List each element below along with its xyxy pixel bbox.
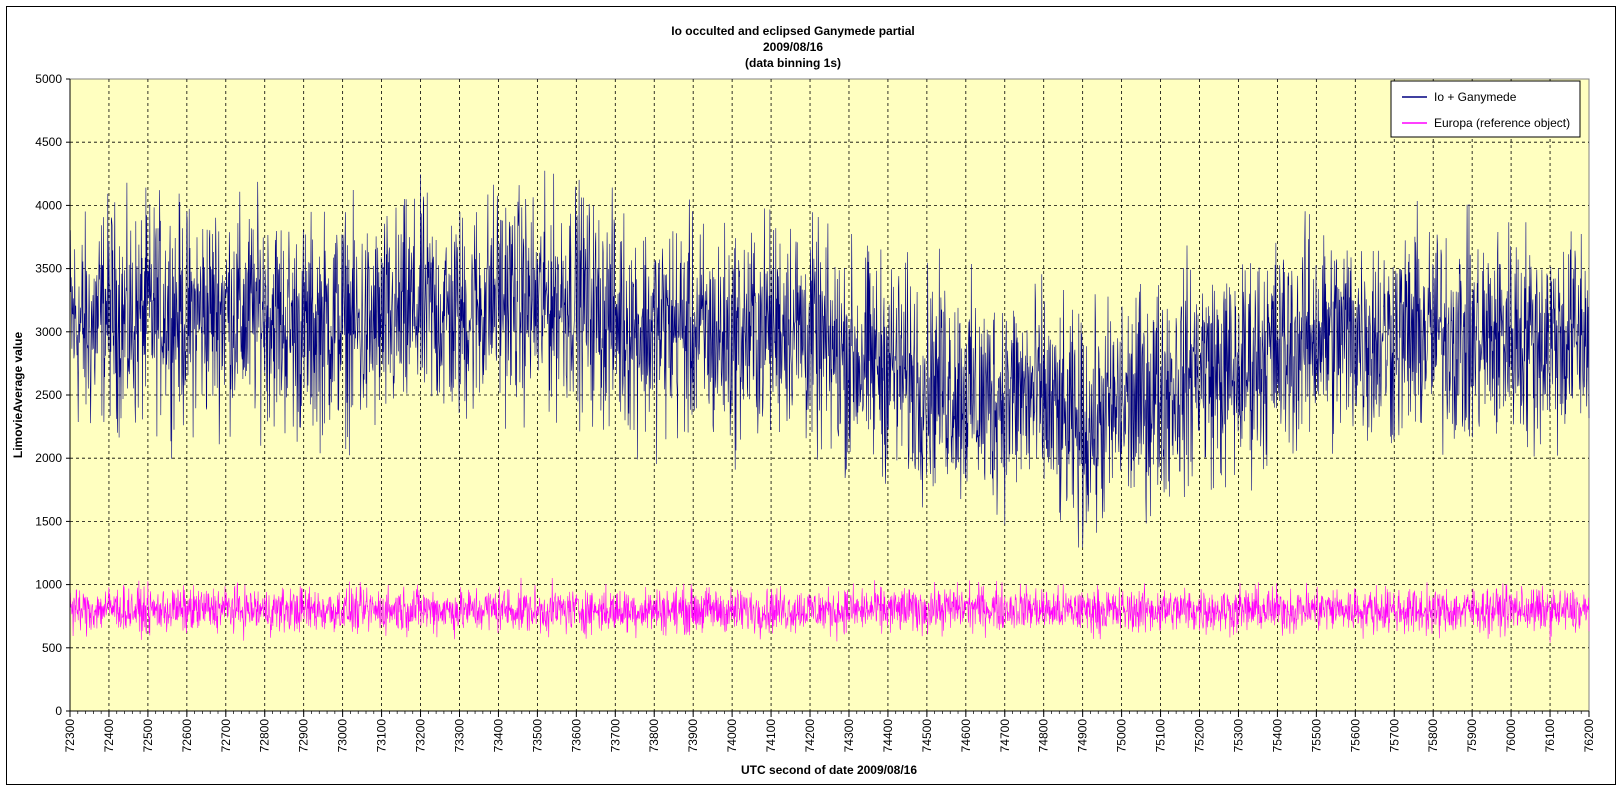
x-tick-label: 73900 [686, 719, 700, 753]
x-tick-label: 74000 [725, 719, 739, 753]
x-tick-label: 73000 [336, 719, 350, 753]
legend: Io + Ganymede Europa (reference object) [1390, 80, 1581, 138]
axes: 0 500 1000 1500 2000 2500 3000 3500 4000 4500 5000… [35, 72, 1596, 752]
x-tick-label: 74600 [959, 719, 973, 753]
x-tick-label: 73800 [647, 719, 661, 753]
x-tick-label: 72900 [297, 719, 311, 753]
x-tick-label: 72800 [258, 719, 272, 753]
x-tick-label: 73700 [608, 719, 622, 753]
x-tick-label: 74200 [803, 719, 817, 753]
y-tick-label: 3500 [35, 262, 62, 276]
x-tick-label: 74300 [842, 719, 856, 753]
x-tick-label: 73500 [530, 719, 544, 753]
x-tick-label: 72500 [141, 719, 155, 753]
x-tick-label: 74500 [920, 719, 934, 753]
x-tick-label: 72700 [219, 719, 233, 753]
x-tick-label: 75000 [1115, 719, 1129, 753]
x-tick-label: 74800 [1037, 719, 1051, 753]
x-tick-label: 73200 [414, 719, 428, 753]
legend-label-io-ganymede: Io + Ganymede [1434, 90, 1517, 104]
y-tick-label: 0 [55, 704, 62, 718]
x-tick-label: 76000 [1504, 719, 1518, 753]
y-tick-label: 4000 [35, 198, 62, 212]
x-tick-label: 73300 [452, 719, 466, 753]
x-tick-label: 75200 [1193, 719, 1207, 753]
x-tick-label: 75500 [1309, 719, 1323, 753]
y-tick-label: 2500 [35, 388, 62, 402]
chart-title-line-3: (data binning 1s) [745, 56, 841, 70]
x-tick-label: 75300 [1231, 719, 1245, 753]
series-line-1 [69, 577, 1590, 643]
y-tick-label: 3000 [35, 325, 62, 339]
legend-box [1390, 80, 1581, 138]
x-tick-label: 72300 [63, 719, 77, 753]
y-tick-label: 500 [42, 641, 62, 655]
y-tick-label: 4500 [35, 135, 62, 149]
chart-title-line-1: Io occulted and eclipsed Ganymede partia… [671, 24, 914, 38]
x-tick-label: 74100 [764, 719, 778, 753]
y-tick-label: 1500 [35, 514, 62, 528]
x-tick-label: 72400 [102, 719, 116, 753]
legend-label-europa: Europa (reference object) [1434, 116, 1570, 130]
x-axis-title: UTC second of date 2009/08/16 [741, 763, 917, 777]
x-tick-label: 74900 [1076, 719, 1090, 753]
x-tick-label: 73400 [491, 719, 505, 753]
y-tick-label: 2000 [35, 451, 62, 465]
series-layer [69, 170, 1590, 643]
y-tick-label: 5000 [35, 72, 62, 86]
chart-title-line-2: 2009/08/16 [763, 40, 823, 54]
x-tick-label: 73600 [569, 719, 583, 753]
x-tick-label: 75700 [1387, 719, 1401, 753]
x-tick-label: 72600 [180, 719, 194, 753]
x-tick-label: 75600 [1348, 719, 1362, 753]
x-tick-label: 75100 [1154, 719, 1168, 753]
x-tick-label: 76200 [1582, 719, 1596, 753]
x-tick-label: 75400 [1270, 719, 1284, 753]
series-line-0 [69, 170, 1590, 548]
y-tick-label: 1000 [35, 578, 62, 592]
x-tick-label: 76100 [1543, 719, 1557, 753]
x-tick-label: 74400 [881, 719, 895, 753]
x-tick-label: 75800 [1426, 719, 1440, 753]
x-tick-label: 73100 [375, 719, 389, 753]
y-axis-title: LimovieAverage value [11, 332, 25, 459]
x-tick-label: 75900 [1465, 719, 1479, 753]
x-tick-label: 74700 [998, 719, 1012, 753]
